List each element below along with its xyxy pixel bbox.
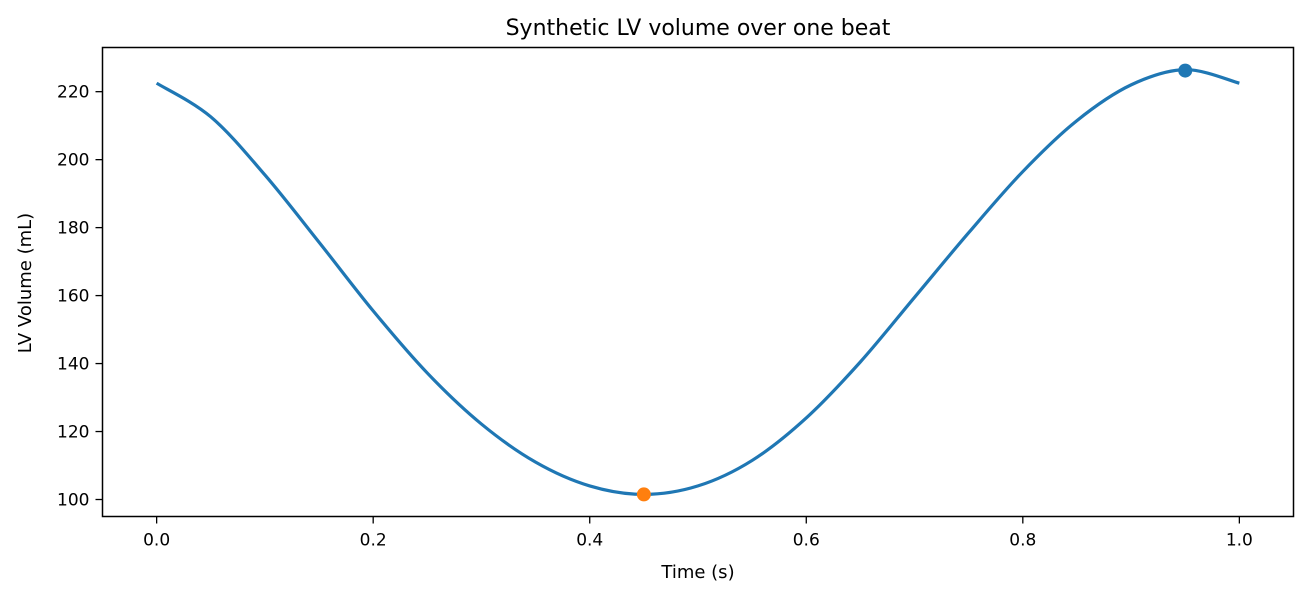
y-tick-label: 140 [57, 355, 89, 375]
y-tick-label: 200 [57, 151, 89, 171]
y-tick-label: 100 [57, 491, 89, 511]
x-tick-label: 0.8 [1009, 531, 1036, 551]
y-axis-label: LV Volume (mL) [15, 213, 36, 353]
y-tick-label: 220 [57, 83, 89, 103]
min-volume-marker [636, 487, 651, 502]
plot-frame [101, 46, 1295, 518]
x-tick-label: 0.4 [576, 531, 603, 551]
series-line-0 [155, 67, 1240, 497]
x-tick-label: 1.0 [1226, 531, 1253, 551]
x-tick-label: 0.0 [143, 531, 170, 551]
chart-title: Synthetic LV volume over one beat [506, 16, 891, 41]
max-volume-marker [1178, 63, 1193, 78]
x-tick-label: 0.6 [793, 531, 820, 551]
x-tick-label: 0.2 [360, 531, 387, 551]
plot-area [155, 63, 1240, 502]
x-axis-label: Time (s) [660, 562, 734, 583]
y-tick-label: 180 [57, 219, 89, 239]
x-axis: 0.0 0.2 0.4 0.6 0.8 1.0 [143, 516, 1253, 551]
y-axis: 100 120 140 160 180 200 220 [57, 83, 103, 511]
y-tick-label: 120 [57, 423, 89, 443]
y-tick-label: 160 [57, 287, 89, 307]
